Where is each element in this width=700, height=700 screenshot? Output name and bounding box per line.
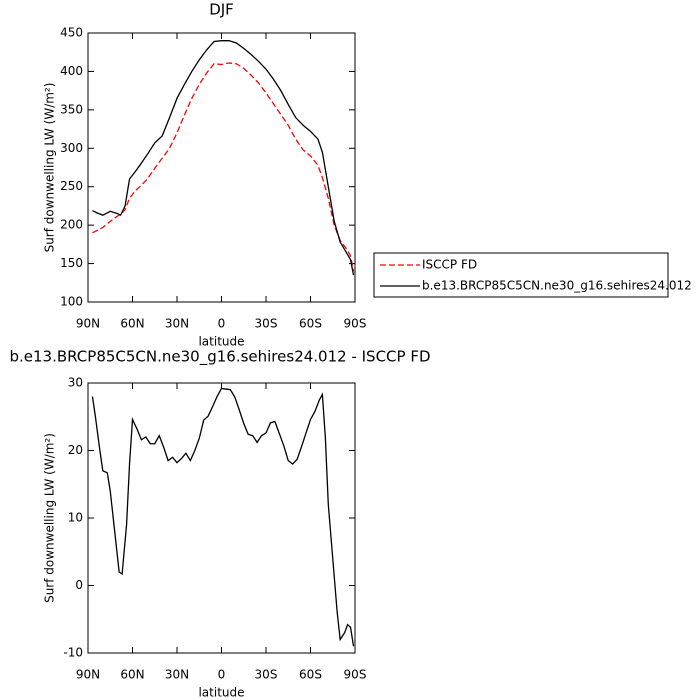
y-tick-label: 20	[68, 443, 83, 457]
x-tick-label: 90S	[344, 317, 367, 331]
x-axis-label: latitude	[198, 335, 244, 349]
x-tick-label: 30S	[255, 668, 278, 682]
x-tick-label: 90S	[344, 668, 367, 682]
x-tick-label: 0	[218, 668, 226, 682]
y-tick-label: 100	[60, 295, 83, 309]
plot-frame	[87, 382, 356, 654]
y-axis-label: Surf downwelling LW (W/m²)	[43, 83, 57, 253]
y-tick-label: 250	[60, 179, 83, 193]
y-tick-label: 300	[60, 141, 83, 155]
y-tick-label: 200	[60, 218, 83, 232]
y-tick-label: 150	[60, 256, 83, 270]
y-tick-label: 400	[60, 64, 83, 78]
y-tick-label: 10	[68, 511, 83, 525]
y-tick-label: 30	[68, 376, 83, 390]
legend-label: ISCCP FD	[422, 258, 477, 272]
x-tick-label: 30S	[255, 317, 278, 331]
legend-box	[373, 252, 669, 298]
chart-title: b.e13.BRCP85C5CN.ne30_g16.sehires24.012 …	[9, 348, 430, 367]
x-tick-label: 90N	[76, 317, 100, 331]
legend-label: b.e13.BRCP85C5CN.ne30_g16.sehires24.012	[422, 279, 692, 293]
plot-frame	[87, 32, 356, 303]
x-tick-label: 60S	[299, 317, 322, 331]
y-tick-label: 350	[60, 102, 83, 116]
y-axis-label: Surf downwelling LW (W/m²)	[43, 433, 57, 603]
x-tick-label: 60S	[299, 668, 322, 682]
x-tick-label: 30N	[165, 668, 189, 682]
x-tick-label: 30N	[165, 317, 189, 331]
data-line	[92, 62, 355, 272]
data-line	[92, 40, 355, 276]
chart-title: DJF	[209, 1, 234, 19]
x-tick-label: 60N	[120, 317, 144, 331]
x-tick-label: 60N	[120, 668, 144, 682]
x-axis-label: latitude	[198, 686, 244, 700]
x-tick-label: 0	[218, 317, 226, 331]
data-line	[91, 387, 355, 647]
y-tick-label: 0	[75, 578, 83, 592]
x-tick-label: 90N	[76, 668, 100, 682]
y-tick-label: 450	[60, 26, 83, 40]
y-tick-label: -10	[63, 646, 83, 660]
